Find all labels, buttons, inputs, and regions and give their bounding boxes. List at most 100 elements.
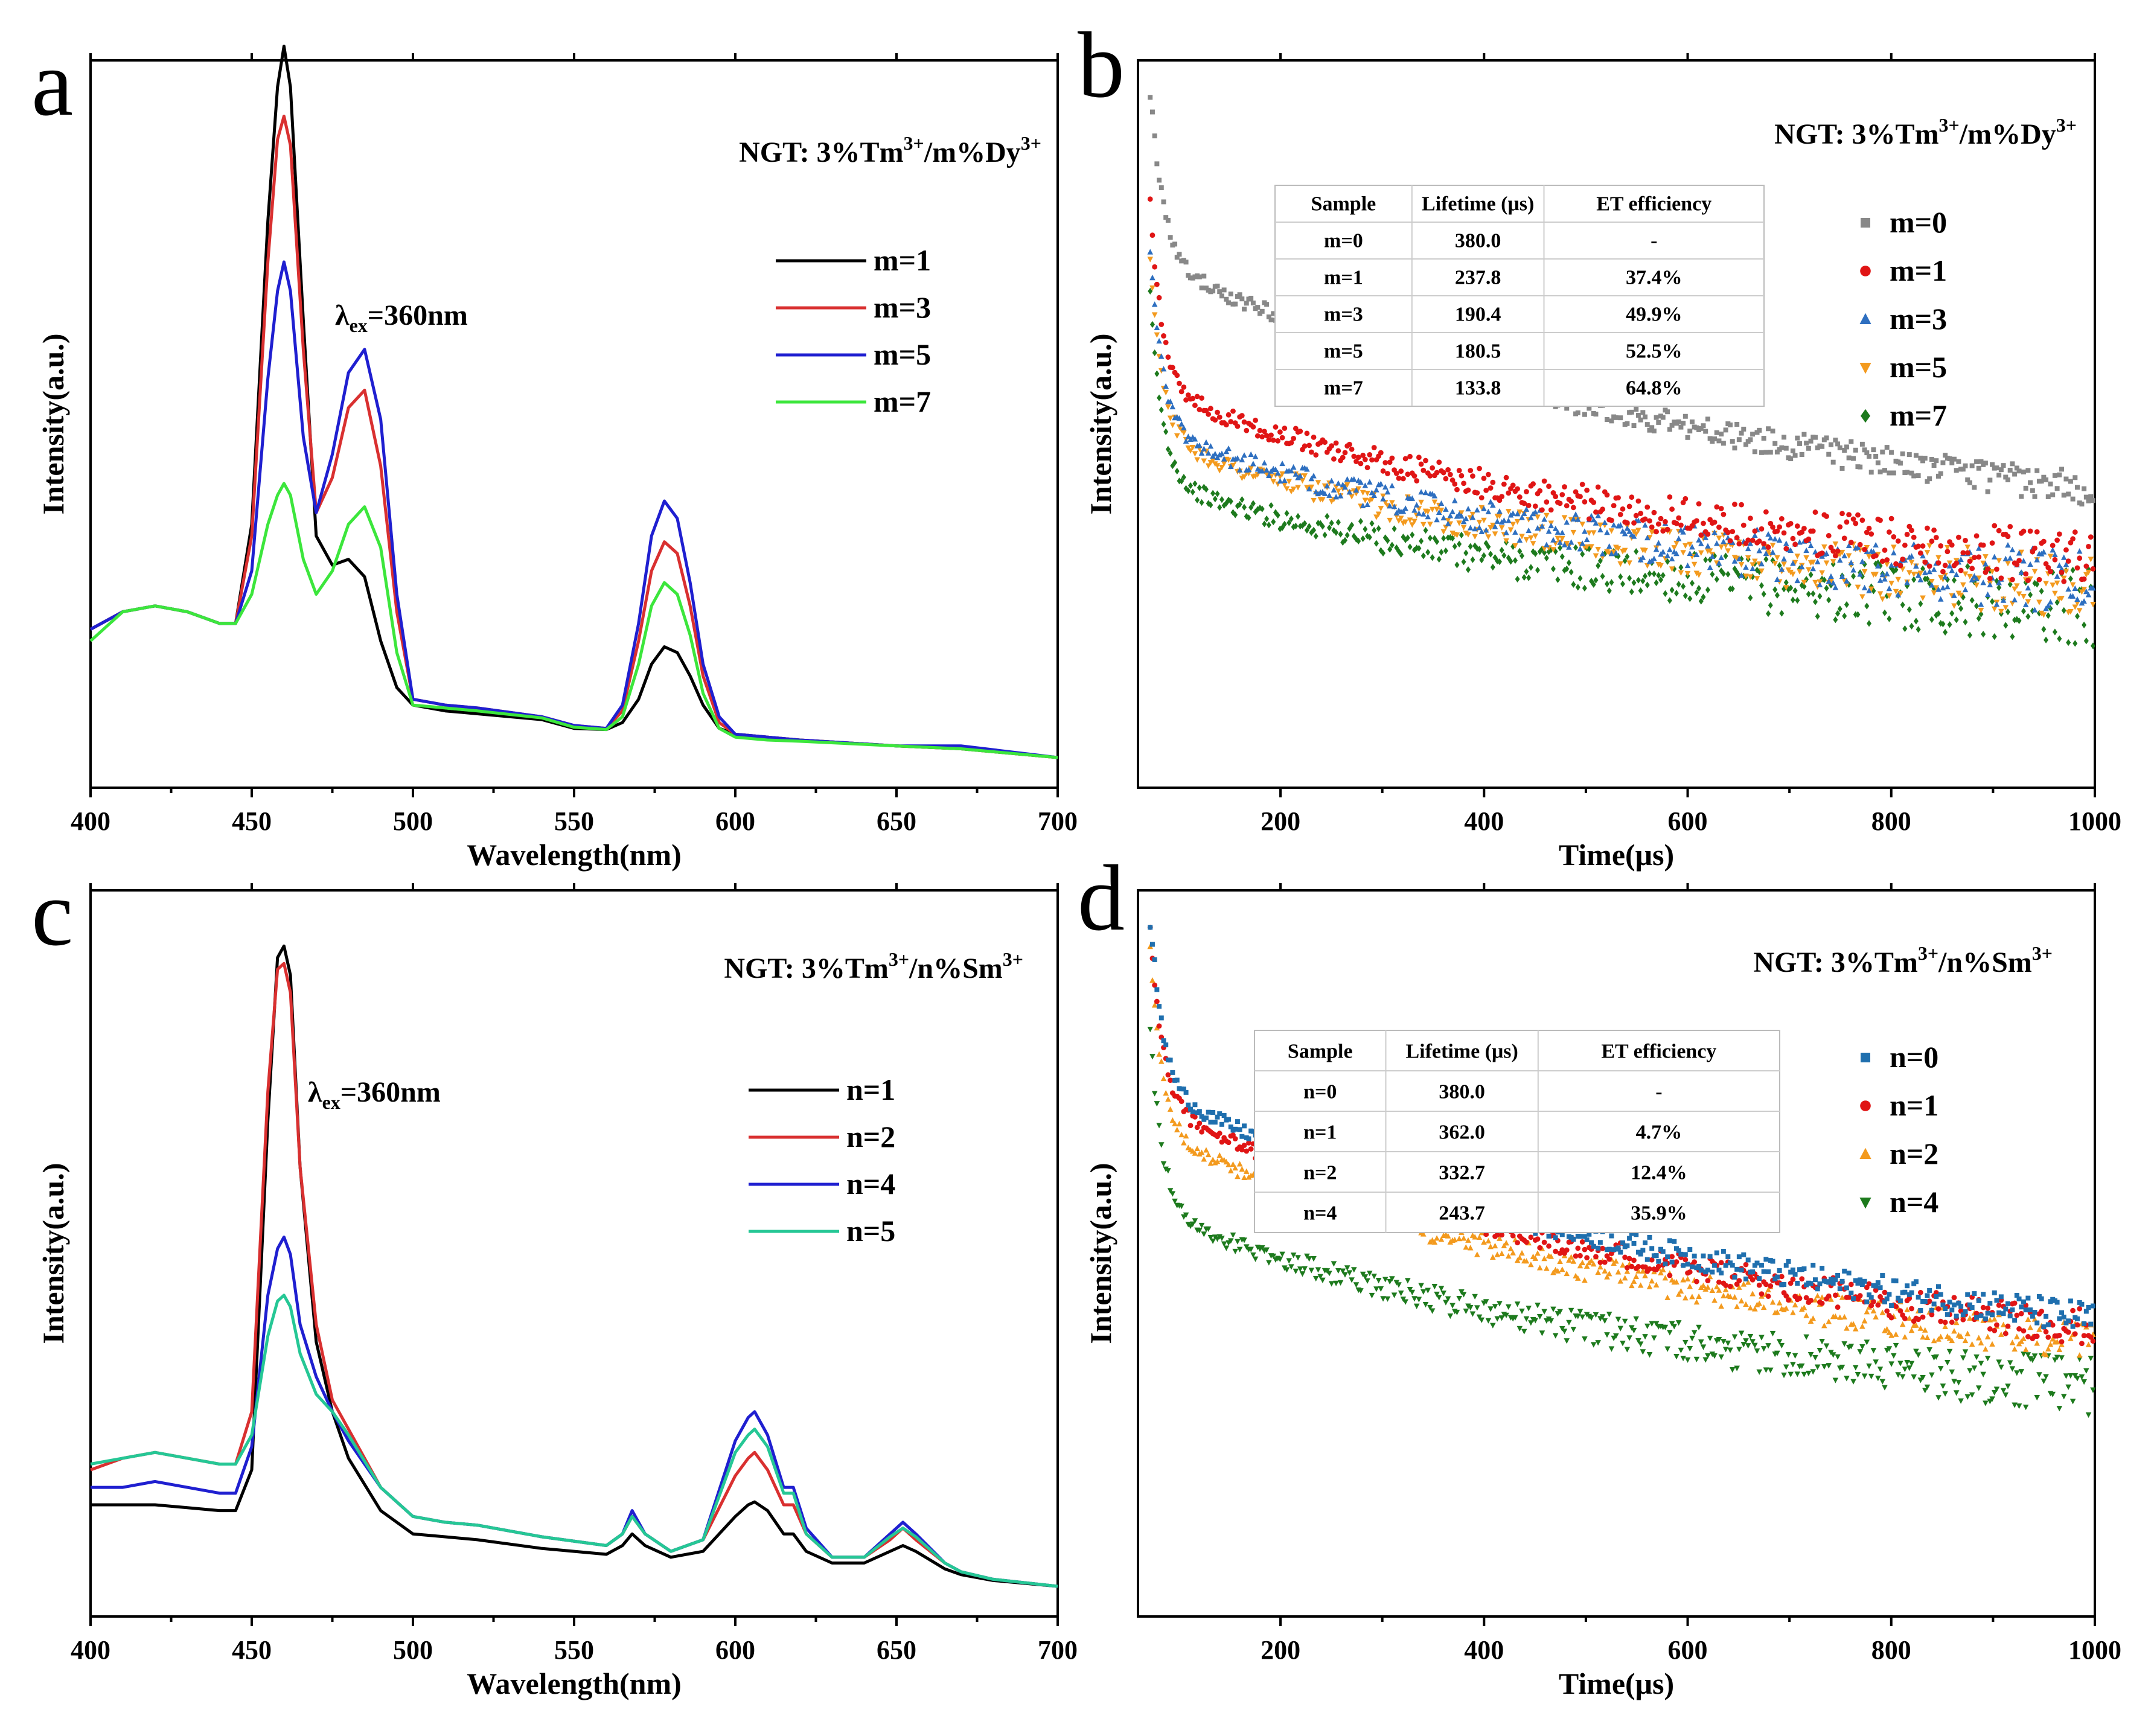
data-point	[2022, 1346, 2029, 1352]
data-point	[1460, 519, 1467, 525]
chart-title: NGT: 3%Tm3+/m%Dy3+	[739, 132, 1041, 168]
data-point	[1868, 1373, 1874, 1380]
data-point	[1624, 1268, 1631, 1274]
data-point	[1643, 414, 1648, 420]
data-point	[1644, 504, 1651, 510]
data-point	[1814, 1292, 1821, 1298]
data-point	[1983, 1346, 1989, 1352]
data-point	[1325, 512, 1330, 520]
data-point	[1349, 446, 1355, 452]
data-point	[1687, 1269, 1693, 1275]
data-point	[2045, 494, 2051, 499]
data-point	[1515, 575, 1520, 583]
data-point	[1991, 606, 1998, 612]
data-point	[1552, 1333, 1559, 1339]
data-point	[1163, 1166, 1169, 1172]
data-point	[1745, 1257, 1751, 1263]
data-point	[1821, 1364, 1827, 1370]
data-point	[1867, 1292, 1872, 1298]
data-point	[1721, 1339, 1727, 1345]
data-point	[1943, 453, 1948, 458]
data-point	[1410, 531, 1415, 538]
data-point	[2047, 599, 2054, 605]
data-point	[1239, 496, 1245, 503]
data-point	[1711, 529, 1718, 535]
data-point	[1199, 286, 1204, 291]
data-point	[1564, 1338, 1570, 1344]
data-point	[1558, 544, 1563, 552]
data-point	[1663, 1261, 1668, 1266]
data-point	[1667, 597, 1672, 604]
data-point	[1644, 534, 1651, 541]
data-point	[2000, 1321, 2007, 1327]
data-point	[1926, 569, 1932, 575]
data-point	[1149, 232, 1155, 238]
data-point	[2022, 1404, 2029, 1411]
data-point	[1902, 1315, 1908, 1321]
x-tick-label: 200	[1261, 1635, 1300, 1665]
data-point	[2023, 485, 2028, 491]
data-point	[1945, 545, 1951, 551]
data-point	[1152, 133, 1157, 139]
data-point	[1622, 1254, 1628, 1260]
data-point	[1884, 1326, 1890, 1332]
data-point	[1692, 1253, 1697, 1259]
data-point	[1656, 1259, 1661, 1264]
data-point	[1701, 1253, 1706, 1259]
data-point	[1832, 1377, 1839, 1383]
data-point	[1935, 586, 1941, 592]
data-point	[2056, 562, 2063, 568]
data-point	[1595, 512, 1601, 519]
data-point	[1721, 441, 1726, 446]
data-point	[1413, 502, 1420, 508]
data-point	[1839, 465, 1845, 471]
data-point	[1969, 1305, 1975, 1310]
data-point	[1752, 528, 1758, 534]
data-point	[1867, 453, 1872, 459]
data-point	[1212, 417, 1218, 423]
data-point	[1355, 455, 1361, 461]
data-point	[1975, 1335, 1982, 1341]
data-point	[1201, 273, 1207, 279]
data-point	[1949, 567, 1955, 573]
data-point	[1730, 529, 1736, 535]
data-point	[1477, 546, 1482, 553]
data-point	[1597, 557, 1603, 564]
data-point	[2019, 494, 2024, 499]
data-point	[1564, 1247, 1570, 1253]
data-point	[1259, 1245, 1265, 1251]
data-point	[1783, 1263, 1789, 1268]
legend-label: m=3	[1890, 302, 1947, 336]
data-point	[2088, 1334, 2094, 1340]
data-point	[1367, 452, 1373, 458]
data-point	[1967, 1368, 1973, 1374]
data-point	[1806, 445, 1811, 451]
data-point	[1879, 596, 1886, 602]
data-point	[1349, 494, 1355, 500]
data-point	[1364, 490, 1370, 497]
data-point	[1472, 526, 1478, 532]
data-point	[1589, 1240, 1594, 1245]
data-point	[1611, 549, 1617, 555]
data-point	[1497, 508, 1503, 514]
data-point	[2012, 1402, 2018, 1408]
data-point	[1597, 1240, 1603, 1245]
data-point	[1430, 465, 1436, 471]
data-point	[1976, 465, 1981, 471]
data-point	[1649, 1257, 1655, 1263]
data-point	[1342, 483, 1348, 490]
data-point	[1176, 1120, 1183, 1127]
data-point	[1778, 1342, 1785, 1349]
data-point	[1687, 550, 1693, 557]
data-point	[1792, 541, 1798, 547]
data-point	[1933, 1354, 1940, 1360]
data-point	[1644, 581, 1650, 589]
data-point	[1555, 529, 1561, 535]
data-point	[1989, 1396, 1995, 1402]
data-point	[1447, 512, 1454, 519]
data-point	[1665, 409, 1670, 415]
data-point	[1774, 449, 1780, 455]
data-point	[1457, 540, 1462, 547]
data-point	[1942, 563, 1948, 569]
data-point	[1483, 487, 1489, 493]
